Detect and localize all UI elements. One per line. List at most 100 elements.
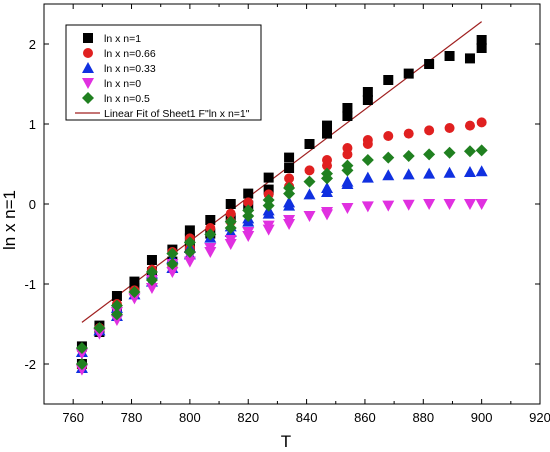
legend: ln x n=1 ln x n=0.66 ln x n=0.33 ln x n=0 ln… [65, 24, 262, 121]
data-point [342, 149, 353, 160]
data-point [476, 43, 487, 53]
legend-label: ln x n=1 [104, 33, 141, 45]
data-point [204, 247, 217, 258]
data-point [383, 131, 394, 141]
data-point [423, 199, 436, 210]
data-point [183, 256, 196, 268]
data-point [322, 128, 333, 139]
legend-label: ln x n=0 [104, 78, 141, 90]
data-point [464, 53, 475, 64]
data-point [93, 322, 106, 334]
data-point [341, 164, 354, 177]
data-point [424, 125, 435, 136]
data-points-layer [75, 35, 488, 376]
x-tick-label: 900 [471, 410, 493, 425]
data-point [284, 163, 295, 173]
data-point [303, 188, 316, 200]
data-point [321, 172, 334, 185]
data-point [342, 103, 353, 113]
y-tick-label: -1 [24, 277, 36, 292]
y-tick-label: 2 [29, 37, 36, 52]
data-point [243, 188, 254, 199]
data-point [463, 166, 476, 177]
data-point [304, 139, 315, 149]
tick-labels: 760 780 800 820 840 860 880 900 920 2 1 0 -1 -2 [24, 37, 550, 425]
data-point [262, 199, 275, 212]
data-point [476, 117, 487, 128]
data-point [475, 199, 488, 210]
data-point [262, 207, 275, 219]
data-point [362, 139, 373, 149]
y-axis-label: ln x n=1 [0, 190, 19, 250]
data-point [342, 111, 353, 121]
data-point [284, 173, 295, 184]
data-point [341, 178, 354, 189]
data-point [224, 239, 237, 250]
data-point [322, 160, 333, 171]
data-point [321, 209, 334, 221]
x-tick-label: 800 [179, 410, 201, 425]
data-point [128, 286, 141, 298]
data-point [93, 328, 106, 340]
data-point [110, 315, 123, 326]
data-point [284, 152, 295, 163]
data-point [383, 75, 394, 85]
data-point [361, 154, 374, 166]
data-point [129, 276, 140, 287]
x-tick-label: 880 [412, 410, 434, 425]
data-point [263, 172, 274, 183]
data-point [110, 308, 123, 321]
data-point [443, 166, 456, 178]
data-point [303, 211, 316, 222]
data-point [443, 199, 456, 210]
data-point [205, 223, 216, 233]
data-point [423, 167, 436, 179]
x-tick-label: 780 [121, 410, 143, 425]
data-point [361, 171, 374, 183]
legend-swatch [82, 78, 94, 89]
data-point [362, 87, 373, 97]
legend-box [65, 24, 262, 121]
data-point [303, 175, 316, 188]
data-point [205, 215, 216, 225]
data-point [475, 144, 488, 157]
data-point [476, 35, 487, 45]
data-point [243, 197, 254, 208]
data-point [322, 120, 333, 131]
data-point [75, 342, 88, 354]
data-point [110, 299, 123, 312]
data-point [145, 283, 158, 294]
x-tick-label: 820 [237, 410, 259, 425]
data-point [242, 231, 255, 242]
data-point [443, 146, 456, 159]
data-point [402, 150, 415, 162]
data-point [382, 200, 395, 212]
data-point [382, 169, 395, 181]
data-point [166, 247, 179, 260]
data-point [204, 228, 217, 241]
data-point [183, 246, 196, 258]
data-point [225, 208, 236, 219]
x-tick-label: 840 [296, 410, 318, 425]
data-point [304, 165, 315, 176]
data-point [166, 267, 179, 278]
data-point [361, 201, 374, 213]
legend-swatch [82, 62, 94, 73]
x-tick-label: 760 [62, 410, 84, 425]
legend-label: ln x n=0.5 [104, 93, 150, 105]
y-tick-label: -2 [24, 357, 36, 372]
data-point [184, 225, 195, 236]
data-point [424, 59, 435, 69]
data-point [75, 358, 88, 370]
data-point [464, 120, 475, 131]
legend-swatch [82, 92, 94, 104]
data-point [444, 51, 455, 61]
legend-label: ln x n=0.66 [104, 48, 156, 60]
data-point [146, 255, 157, 265]
data-point [444, 123, 455, 133]
legend-swatch [83, 33, 93, 43]
data-point [262, 224, 275, 236]
data-point [224, 222, 237, 234]
x-axis-label: T [281, 432, 291, 451]
